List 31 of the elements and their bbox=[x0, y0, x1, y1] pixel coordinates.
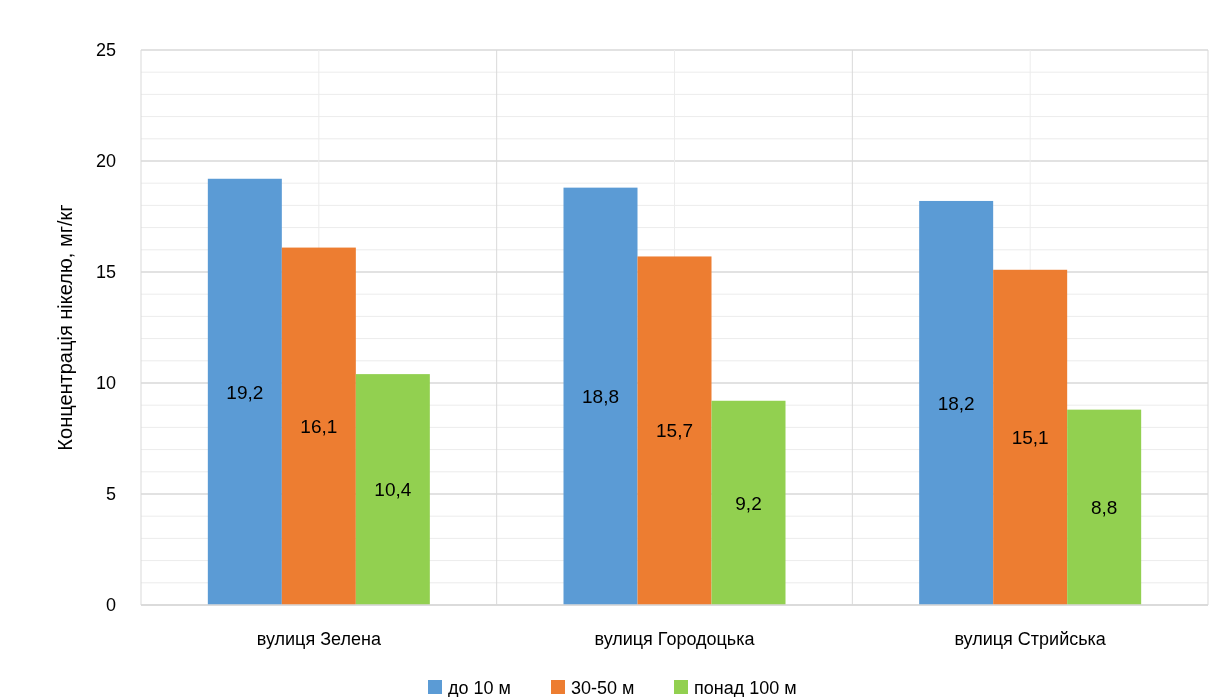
y-tick-label: 10 bbox=[95, 373, 116, 394]
y-tick-label: 20 bbox=[95, 151, 116, 172]
text: 15,1 bbox=[1011, 427, 1049, 449]
y-tick-label: 15 bbox=[95, 262, 116, 283]
y-tick-label: 0 bbox=[105, 595, 116, 616]
bar bbox=[919, 200, 994, 605]
text: 18,2 bbox=[937, 392, 975, 414]
text: 16,1 bbox=[300, 415, 338, 437]
y-tick-label: 25 bbox=[95, 40, 116, 61]
bar bbox=[637, 256, 712, 605]
text: 15,7 bbox=[656, 420, 693, 442]
y-tick-label: 5 bbox=[105, 484, 116, 505]
bar bbox=[1067, 409, 1142, 605]
legend-label: понад 100 м bbox=[694, 678, 797, 697]
text: 19,2 bbox=[226, 381, 264, 403]
bar bbox=[207, 178, 282, 605]
text: 18,8 bbox=[582, 385, 619, 407]
legend-label: до 10 м bbox=[448, 678, 511, 697]
text: 10,4 bbox=[374, 479, 412, 501]
bar bbox=[281, 247, 356, 605]
bar bbox=[711, 400, 786, 605]
bar bbox=[993, 269, 1068, 605]
x-tick-label: вулиця Городоцька bbox=[594, 629, 756, 649]
text: 9,2 bbox=[735, 492, 762, 514]
y-axis-title: Концентрація нікелю, мг/кг bbox=[54, 204, 76, 451]
x-tick-label: вулиця Стрийська bbox=[954, 629, 1107, 649]
legend-label: 30-50 м bbox=[571, 678, 635, 697]
x-tick-label: вулиця Зелена bbox=[256, 629, 382, 649]
bar bbox=[355, 374, 430, 605]
bar bbox=[563, 187, 638, 605]
text: 8,8 bbox=[1090, 496, 1118, 518]
